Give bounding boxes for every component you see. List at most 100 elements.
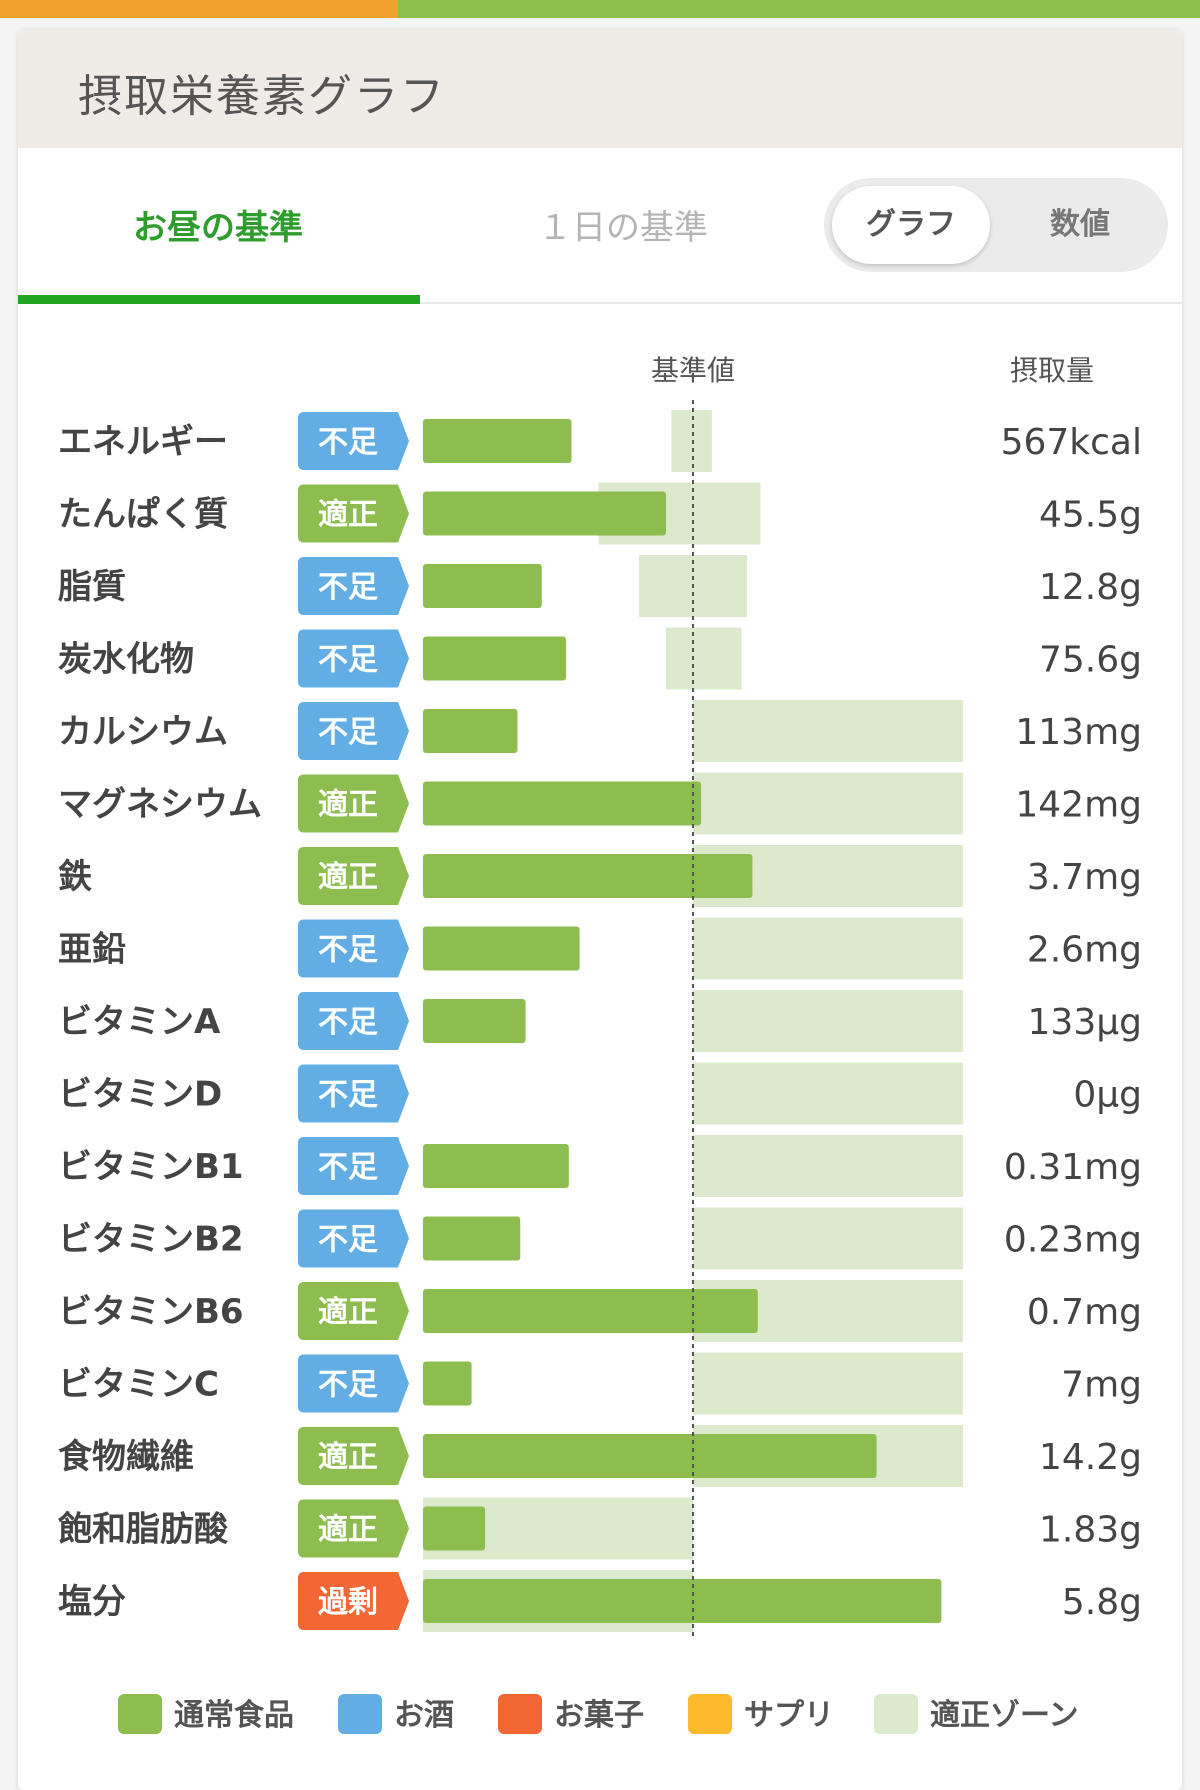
intake-amount: 14.2g (1039, 1437, 1142, 1478)
status-badge (298, 1282, 409, 1340)
adequate-zone (693, 990, 963, 1052)
legend-swatch (688, 1694, 732, 1734)
legend-swatch (338, 1694, 382, 1734)
adequate-zone (693, 1135, 963, 1197)
status-badge-label: 不足 (318, 1078, 378, 1113)
intake-amount: 5.8g (1062, 1582, 1142, 1623)
page-title: 摂取栄養素グラフ (78, 71, 446, 122)
adequate-zone (666, 627, 742, 690)
status-badge-label: 適正 (318, 1513, 378, 1548)
status-badge (298, 1499, 409, 1558)
status-badge (298, 847, 409, 905)
intake-amount: 0.23mg (1004, 1220, 1142, 1261)
intake-bar (423, 564, 542, 608)
intake-bar (423, 1506, 486, 1551)
intake-amount: 12.8g (1039, 567, 1142, 608)
intake-amount: 133μg (1028, 1002, 1142, 1043)
status-badge-label: 不足 (318, 933, 378, 968)
status-badge (298, 992, 409, 1050)
status-badge (298, 1354, 409, 1413)
intake-bar (423, 1361, 472, 1406)
adequate-zone (693, 772, 963, 835)
card-header: 摂取栄養素グラフ (18, 30, 1182, 148)
intake-bar (423, 636, 567, 681)
adequate-zone (693, 1352, 963, 1415)
intake-amount: 3.7mg (1027, 857, 1142, 898)
nutrient-label: 炭水化物 (58, 640, 194, 680)
nutrient-label: エネルギー (58, 422, 228, 462)
nutrient-label: ビタミンC (58, 1365, 219, 1405)
status-badge (298, 1064, 409, 1123)
top-progress-bar (0, 0, 1200, 18)
status-badge (298, 1427, 409, 1485)
nutrient-label: ビタミンB6 (58, 1292, 244, 1332)
intake-bar (423, 1144, 569, 1188)
status-badge (298, 629, 409, 688)
amount-column-header: 摂取量 (1010, 354, 1094, 387)
tab-lunch-standard[interactable]: お昼の基準 (133, 208, 303, 248)
tab-divider (18, 302, 1182, 304)
intake-bar (423, 781, 702, 826)
intake-amount: 45.5g (1039, 495, 1142, 536)
nutrient-label: ビタミンD (58, 1075, 222, 1115)
intake-bar (423, 1579, 942, 1623)
tab-daily-standard[interactable]: １日の基準 (538, 208, 708, 248)
status-badge (298, 1137, 409, 1195)
status-badge-label: 不足 (318, 1005, 378, 1040)
intake-bar (423, 1289, 758, 1333)
nutrient-label: たんぱく質 (58, 495, 228, 535)
intake-amount: 567kcal (1001, 422, 1142, 463)
adequate-zone (693, 917, 963, 980)
legend-swatch (874, 1694, 918, 1734)
legend-label: 適正ゾーン (930, 1698, 1079, 1733)
intake-bar (423, 854, 753, 898)
intake-bar (423, 999, 526, 1043)
nutrient-label: 脂質 (58, 567, 126, 607)
status-badge (298, 702, 409, 760)
toggle-graph-button[interactable]: グラフ (832, 186, 990, 264)
nutrient-label: マグネシウム (58, 785, 262, 825)
legend-label: お菓子 (554, 1698, 644, 1733)
nutrient-card: 摂取栄養素グラフ お昼の基準 １日の基準 グラフ 数値 (18, 30, 1182, 1790)
top-progress-fill (0, 0, 398, 18)
status-badge-label: 不足 (318, 715, 378, 750)
intake-amount: 113mg (1015, 712, 1142, 753)
intake-amount: 1.83g (1039, 1510, 1142, 1551)
tab-active-indicator (18, 295, 420, 304)
status-badge-label: 適正 (318, 860, 378, 895)
intake-bar (423, 491, 666, 536)
intake-bar (423, 1216, 521, 1261)
intake-amount: 75.6g (1039, 640, 1142, 681)
adequate-zone (671, 410, 712, 472)
status-badge (298, 774, 409, 833)
status-badge-label: 不足 (318, 425, 378, 460)
status-badge (298, 1572, 409, 1630)
legend-label: お酒 (394, 1698, 454, 1733)
adequate-zone (693, 1207, 963, 1270)
nutrient-label: 塩分 (58, 1582, 126, 1622)
adequate-zone (693, 700, 963, 762)
intake-bar (423, 709, 518, 753)
status-badge-label: 適正 (318, 498, 378, 533)
status-badge-label: 不足 (318, 1150, 378, 1185)
status-badge-label: 適正 (318, 788, 378, 823)
intake-amount: 0.31mg (1004, 1147, 1142, 1188)
status-badge-label: 適正 (318, 1440, 378, 1475)
toggle-numbers-button[interactable]: 数値 (1050, 207, 1110, 242)
intake-amount: 7mg (1061, 1365, 1142, 1406)
nutrient-label: ビタミンB1 (58, 1147, 244, 1187)
nutrient-label: 鉄 (58, 857, 92, 897)
legend-swatch (498, 1694, 542, 1734)
reference-value-header: 基準値 (651, 354, 735, 387)
view-toggle[interactable]: グラフ 数値 (824, 178, 1168, 272)
status-badge (298, 412, 409, 470)
intake-amount: 2.6mg (1027, 930, 1142, 971)
status-badge-label: 適正 (318, 1295, 378, 1330)
status-badge-label: 不足 (318, 1368, 378, 1403)
nutrient-label: ビタミンA (58, 1002, 221, 1042)
status-badge (298, 557, 409, 615)
intake-amount: 0.7mg (1027, 1292, 1142, 1333)
intake-amount: 142mg (1015, 785, 1142, 826)
intake-bar (423, 1434, 877, 1478)
